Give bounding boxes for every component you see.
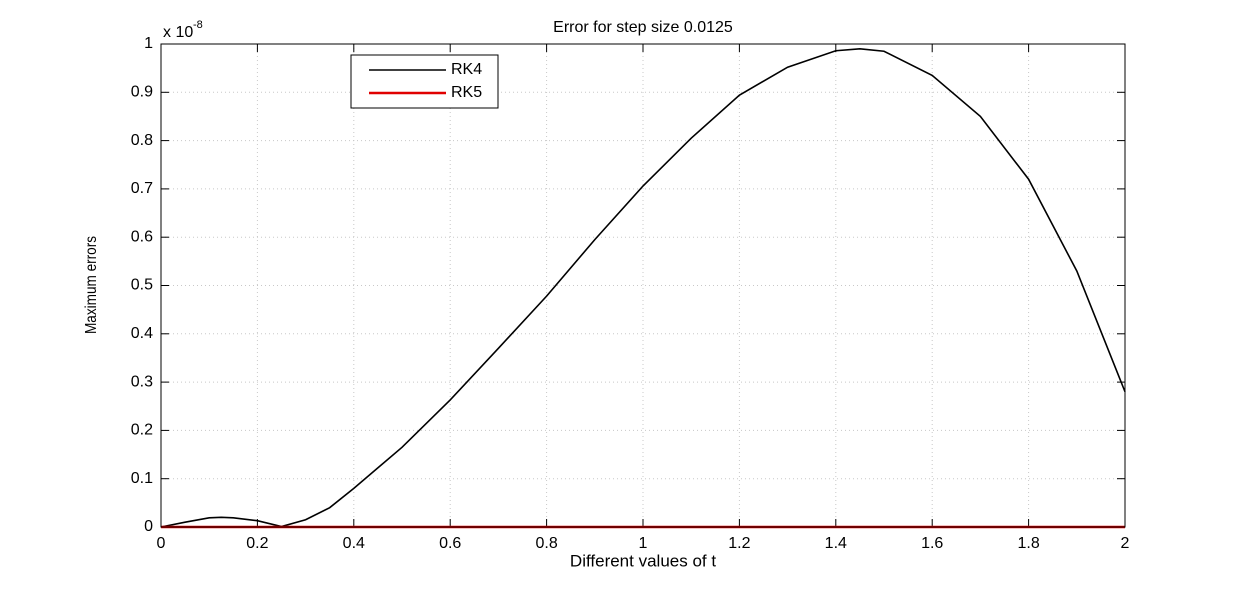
y-tick-label: 0.7 bbox=[131, 180, 153, 197]
y-tick-label: 0.1 bbox=[131, 470, 153, 487]
y-tick-label: 0 bbox=[144, 518, 153, 535]
x-tick-label: 0 bbox=[157, 535, 166, 552]
data-line bbox=[160, 48, 1126, 528]
x-tick-label: 0.4 bbox=[343, 535, 365, 552]
y-tick-label: 0.8 bbox=[131, 132, 153, 149]
legend-label: RK4 bbox=[451, 61, 482, 78]
chart-title: Error for step size 0.0125 bbox=[553, 19, 733, 36]
axes-frame bbox=[160, 43, 1126, 528]
y-tick-label: 0.9 bbox=[131, 84, 153, 101]
x-tick-label: 0.6 bbox=[439, 535, 461, 552]
x-tick-label: 1.4 bbox=[825, 535, 847, 552]
x-tick-label: 1 bbox=[639, 535, 648, 552]
y-tick-label: 0.2 bbox=[131, 422, 153, 439]
x-tick-label: 1.6 bbox=[921, 535, 943, 552]
y-tick-label: 1 bbox=[144, 35, 153, 52]
y-tick-label: 0.5 bbox=[131, 277, 153, 294]
y-multiplier: x 10 bbox=[163, 24, 193, 41]
x-tick-label: 1.8 bbox=[1017, 535, 1039, 552]
y-tick-label: 0.6 bbox=[131, 228, 153, 245]
y-axis-label: Maximum errors bbox=[83, 236, 100, 334]
x-tick-label: 0.8 bbox=[535, 535, 557, 552]
legend-box bbox=[350, 54, 499, 109]
x-tick-label: 2 bbox=[1121, 535, 1130, 552]
x-tick-label: 0.2 bbox=[246, 535, 268, 552]
y-tick-label: 0.3 bbox=[131, 373, 153, 390]
y-multiplier-exponent: -8 bbox=[193, 19, 203, 31]
y-tick-label: 0.4 bbox=[131, 325, 153, 342]
x-axis-label: Different values of t bbox=[570, 551, 716, 570]
x-tick-label: 1.2 bbox=[728, 535, 750, 552]
legend-label: RK5 bbox=[451, 84, 482, 101]
